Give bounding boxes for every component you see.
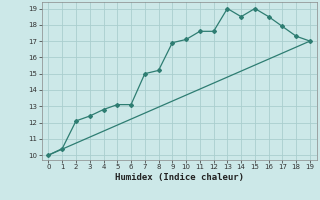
X-axis label: Humidex (Indice chaleur): Humidex (Indice chaleur)	[115, 173, 244, 182]
